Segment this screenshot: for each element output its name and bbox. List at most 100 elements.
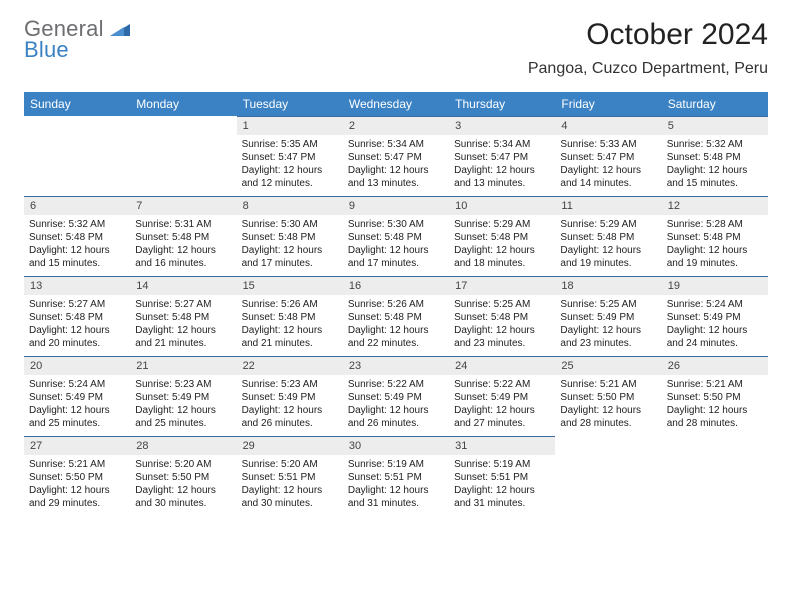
day-number: 22 <box>237 356 343 375</box>
weekday-sun: Sunday <box>24 92 130 116</box>
sunrise-text: Sunrise: 5:31 AM <box>135 218 231 231</box>
daylight-line1: Daylight: 12 hours <box>135 484 231 497</box>
daylight-line2: and 13 minutes. <box>348 177 444 190</box>
location-text: Pangoa, Cuzco Department, Peru <box>528 60 768 78</box>
daylight-line2: and 25 minutes. <box>135 417 231 430</box>
day-number: 2 <box>343 116 449 135</box>
day-number: 24 <box>449 356 555 375</box>
daylight-line1: Daylight: 12 hours <box>242 164 338 177</box>
day-cell: 1Sunrise: 5:35 AMSunset: 5:47 PMDaylight… <box>237 116 343 196</box>
header: General Blue October 2024 Pangoa, Cuzco … <box>24 18 768 78</box>
day-cell: 25Sunrise: 5:21 AMSunset: 5:50 PMDayligh… <box>555 356 661 436</box>
day-body <box>24 123 130 181</box>
daylight-line1: Daylight: 12 hours <box>348 244 444 257</box>
day-body <box>130 123 236 181</box>
day-number: 6 <box>24 196 130 215</box>
day-body: Sunrise: 5:23 AMSunset: 5:49 PMDaylight:… <box>237 375 343 436</box>
day-cell: 3Sunrise: 5:34 AMSunset: 5:47 PMDaylight… <box>449 116 555 196</box>
sunset-text: Sunset: 5:47 PM <box>454 151 550 164</box>
day-body: Sunrise: 5:30 AMSunset: 5:48 PMDaylight:… <box>237 215 343 276</box>
daylight-line1: Daylight: 12 hours <box>242 244 338 257</box>
sunset-text: Sunset: 5:48 PM <box>242 311 338 324</box>
day-cell: 11Sunrise: 5:29 AMSunset: 5:48 PMDayligh… <box>555 196 661 276</box>
sunset-text: Sunset: 5:51 PM <box>454 471 550 484</box>
month-title: October 2024 <box>528 18 768 52</box>
day-cell: 22Sunrise: 5:23 AMSunset: 5:49 PMDayligh… <box>237 356 343 436</box>
day-number: 1 <box>237 116 343 135</box>
daylight-line1: Daylight: 12 hours <box>348 404 444 417</box>
sunrise-text: Sunrise: 5:34 AM <box>348 138 444 151</box>
sunrise-text: Sunrise: 5:32 AM <box>29 218 125 231</box>
day-cell: 18Sunrise: 5:25 AMSunset: 5:49 PMDayligh… <box>555 276 661 356</box>
day-number: 27 <box>24 436 130 455</box>
day-body: Sunrise: 5:21 AMSunset: 5:50 PMDaylight:… <box>555 375 661 436</box>
day-cell: 27Sunrise: 5:21 AMSunset: 5:50 PMDayligh… <box>24 436 130 516</box>
day-number: 9 <box>343 196 449 215</box>
sunset-text: Sunset: 5:48 PM <box>242 231 338 244</box>
sunrise-text: Sunrise: 5:35 AM <box>242 138 338 151</box>
day-number: 16 <box>343 276 449 295</box>
daylight-line2: and 31 minutes. <box>454 497 550 510</box>
daylight-line2: and 30 minutes. <box>242 497 338 510</box>
sunset-text: Sunset: 5:51 PM <box>348 471 444 484</box>
daylight-line1: Daylight: 12 hours <box>454 484 550 497</box>
daylight-line2: and 25 minutes. <box>29 417 125 430</box>
day-body: Sunrise: 5:32 AMSunset: 5:48 PMDaylight:… <box>662 135 768 196</box>
week-row: 13Sunrise: 5:27 AMSunset: 5:48 PMDayligh… <box>24 276 768 356</box>
daylight-line1: Daylight: 12 hours <box>242 404 338 417</box>
daylight-line2: and 14 minutes. <box>560 177 656 190</box>
daylight-line1: Daylight: 12 hours <box>135 324 231 337</box>
sunrise-text: Sunrise: 5:29 AM <box>454 218 550 231</box>
day-cell: 13Sunrise: 5:27 AMSunset: 5:48 PMDayligh… <box>24 276 130 356</box>
day-number: 4 <box>555 116 661 135</box>
daylight-line2: and 22 minutes. <box>348 337 444 350</box>
daylight-line2: and 27 minutes. <box>454 417 550 430</box>
sunrise-text: Sunrise: 5:28 AM <box>667 218 763 231</box>
sunrise-text: Sunrise: 5:19 AM <box>348 458 444 471</box>
weekday-thu: Thursday <box>449 92 555 116</box>
calendar: Sunday Monday Tuesday Wednesday Thursday… <box>24 92 768 516</box>
day-body <box>555 443 661 501</box>
weekday-tue: Tuesday <box>237 92 343 116</box>
weekday-fri: Friday <box>555 92 661 116</box>
day-cell: 5Sunrise: 5:32 AMSunset: 5:48 PMDaylight… <box>662 116 768 196</box>
sunrise-text: Sunrise: 5:24 AM <box>667 298 763 311</box>
sunrise-text: Sunrise: 5:21 AM <box>667 378 763 391</box>
weekday-sat: Saturday <box>662 92 768 116</box>
daylight-line1: Daylight: 12 hours <box>454 324 550 337</box>
day-number: 25 <box>555 356 661 375</box>
sunrise-text: Sunrise: 5:22 AM <box>454 378 550 391</box>
day-number: 3 <box>449 116 555 135</box>
page-root: General Blue October 2024 Pangoa, Cuzco … <box>0 0 792 534</box>
daylight-line2: and 15 minutes. <box>29 257 125 270</box>
logo-triangle-icon <box>110 22 130 41</box>
daylight-line2: and 30 minutes. <box>135 497 231 510</box>
daylight-line1: Daylight: 12 hours <box>348 484 444 497</box>
day-cell <box>662 436 768 516</box>
sunrise-text: Sunrise: 5:21 AM <box>560 378 656 391</box>
logo: General Blue <box>24 18 130 61</box>
daylight-line2: and 26 minutes. <box>242 417 338 430</box>
week-row: 27Sunrise: 5:21 AMSunset: 5:50 PMDayligh… <box>24 436 768 516</box>
day-number: 17 <box>449 276 555 295</box>
day-number: 30 <box>343 436 449 455</box>
sunset-text: Sunset: 5:48 PM <box>454 311 550 324</box>
weekday-mon: Monday <box>130 92 236 116</box>
day-body: Sunrise: 5:26 AMSunset: 5:48 PMDaylight:… <box>237 295 343 356</box>
day-number: 29 <box>237 436 343 455</box>
day-cell: 21Sunrise: 5:23 AMSunset: 5:49 PMDayligh… <box>130 356 236 436</box>
daylight-line1: Daylight: 12 hours <box>29 484 125 497</box>
day-cell <box>555 436 661 516</box>
sunset-text: Sunset: 5:49 PM <box>29 391 125 404</box>
day-body: Sunrise: 5:35 AMSunset: 5:47 PMDaylight:… <box>237 135 343 196</box>
daylight-line2: and 20 minutes. <box>29 337 125 350</box>
sunset-text: Sunset: 5:48 PM <box>348 311 444 324</box>
day-cell: 16Sunrise: 5:26 AMSunset: 5:48 PMDayligh… <box>343 276 449 356</box>
day-number: 13 <box>24 276 130 295</box>
day-number: 21 <box>130 356 236 375</box>
calendar-weeks: 1Sunrise: 5:35 AMSunset: 5:47 PMDaylight… <box>24 116 768 516</box>
daylight-line2: and 12 minutes. <box>242 177 338 190</box>
day-body: Sunrise: 5:22 AMSunset: 5:49 PMDaylight:… <box>343 375 449 436</box>
day-number: 10 <box>449 196 555 215</box>
daylight-line2: and 17 minutes. <box>348 257 444 270</box>
